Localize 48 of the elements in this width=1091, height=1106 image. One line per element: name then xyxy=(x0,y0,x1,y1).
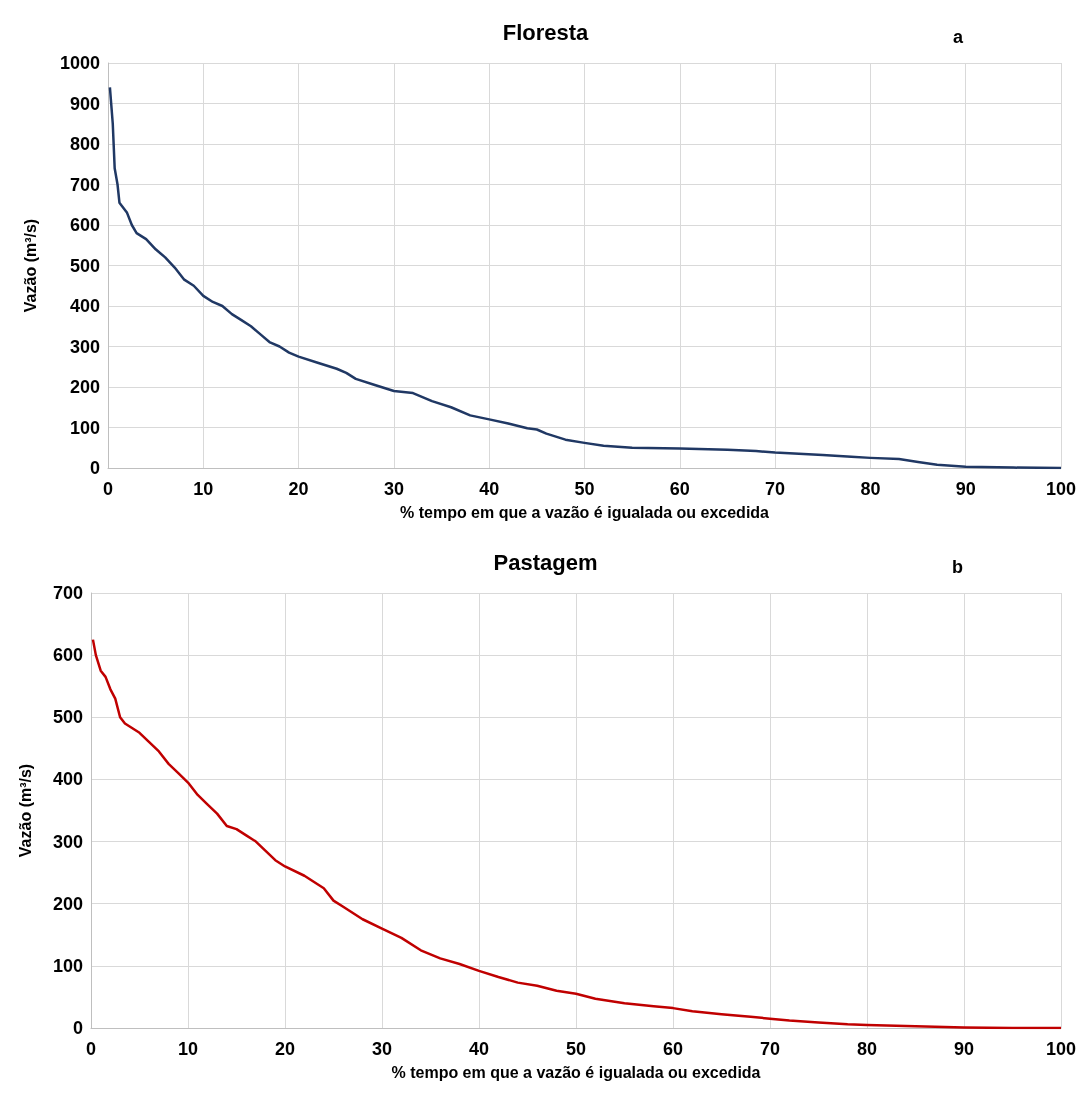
y-tick-label: 300 xyxy=(69,336,100,357)
y-tick-label: 100 xyxy=(52,955,83,976)
text: a xyxy=(952,27,964,47)
y-tick-label: 500 xyxy=(52,707,83,728)
y-tick-label: 0 xyxy=(89,458,100,478)
y-tick-label: 600 xyxy=(69,215,100,235)
x-axis-title: % tempo em que a vazão é igualada ou excedida xyxy=(399,503,770,521)
x-tick-label: 50 xyxy=(565,1039,587,1059)
chart-title: Pastagem xyxy=(493,549,598,575)
x-tick-label: 30 xyxy=(371,1039,393,1059)
x-tick-label: 60 xyxy=(669,479,690,499)
x-tick-label: 60 xyxy=(662,1039,684,1059)
x-tick-label: 80 xyxy=(860,479,881,499)
x-tick-label: 40 xyxy=(479,479,500,499)
x-tick-label: 30 xyxy=(383,479,404,499)
y-tick-label: 500 xyxy=(69,255,100,276)
x-tick-label: 50 xyxy=(574,479,595,499)
y-tick-label: 700 xyxy=(52,583,83,603)
y-tick-label: 400 xyxy=(52,769,83,790)
x-tick-label: 10 xyxy=(193,479,214,499)
x-tick-label: 90 xyxy=(953,1039,975,1059)
y-tick-label: 600 xyxy=(52,645,83,666)
y-tick-label: 1000 xyxy=(59,53,100,73)
y-tick-label: 400 xyxy=(69,296,100,316)
x-tick-label: 100 xyxy=(1045,479,1077,499)
x-tick-label: 20 xyxy=(274,1039,296,1059)
x-tick-label: 70 xyxy=(765,479,786,499)
y-tick-label: 700 xyxy=(69,174,100,195)
y-tick-label: 100 xyxy=(69,417,100,438)
y-tick-label: 0 xyxy=(72,1018,83,1038)
y-axis-title: Vazão (m³/s) xyxy=(16,763,34,858)
y-axis-title: Vazão (m³/s) xyxy=(21,218,39,313)
x-tick-label: 40 xyxy=(468,1039,490,1059)
y-tick-label: 800 xyxy=(69,134,100,154)
x-tick-label: 70 xyxy=(759,1039,781,1059)
y-tick-label: 300 xyxy=(52,831,83,852)
x-axis-title: % tempo em que a vazão é igualada ou excedida xyxy=(391,1063,761,1081)
x-tick-label: 20 xyxy=(288,479,309,499)
x-tick-label: 0 xyxy=(102,479,114,499)
y-tick-label: 900 xyxy=(69,93,100,114)
y-tick-label: 200 xyxy=(52,893,83,914)
x-tick-label: 80 xyxy=(856,1039,878,1059)
x-tick-label: 100 xyxy=(1045,1039,1077,1059)
text: b xyxy=(952,557,963,577)
y-tick-label: 200 xyxy=(69,377,100,397)
chart-title: Floresta xyxy=(502,19,590,45)
x-tick-label: 10 xyxy=(177,1039,199,1059)
x-tick-label: 90 xyxy=(955,479,976,499)
